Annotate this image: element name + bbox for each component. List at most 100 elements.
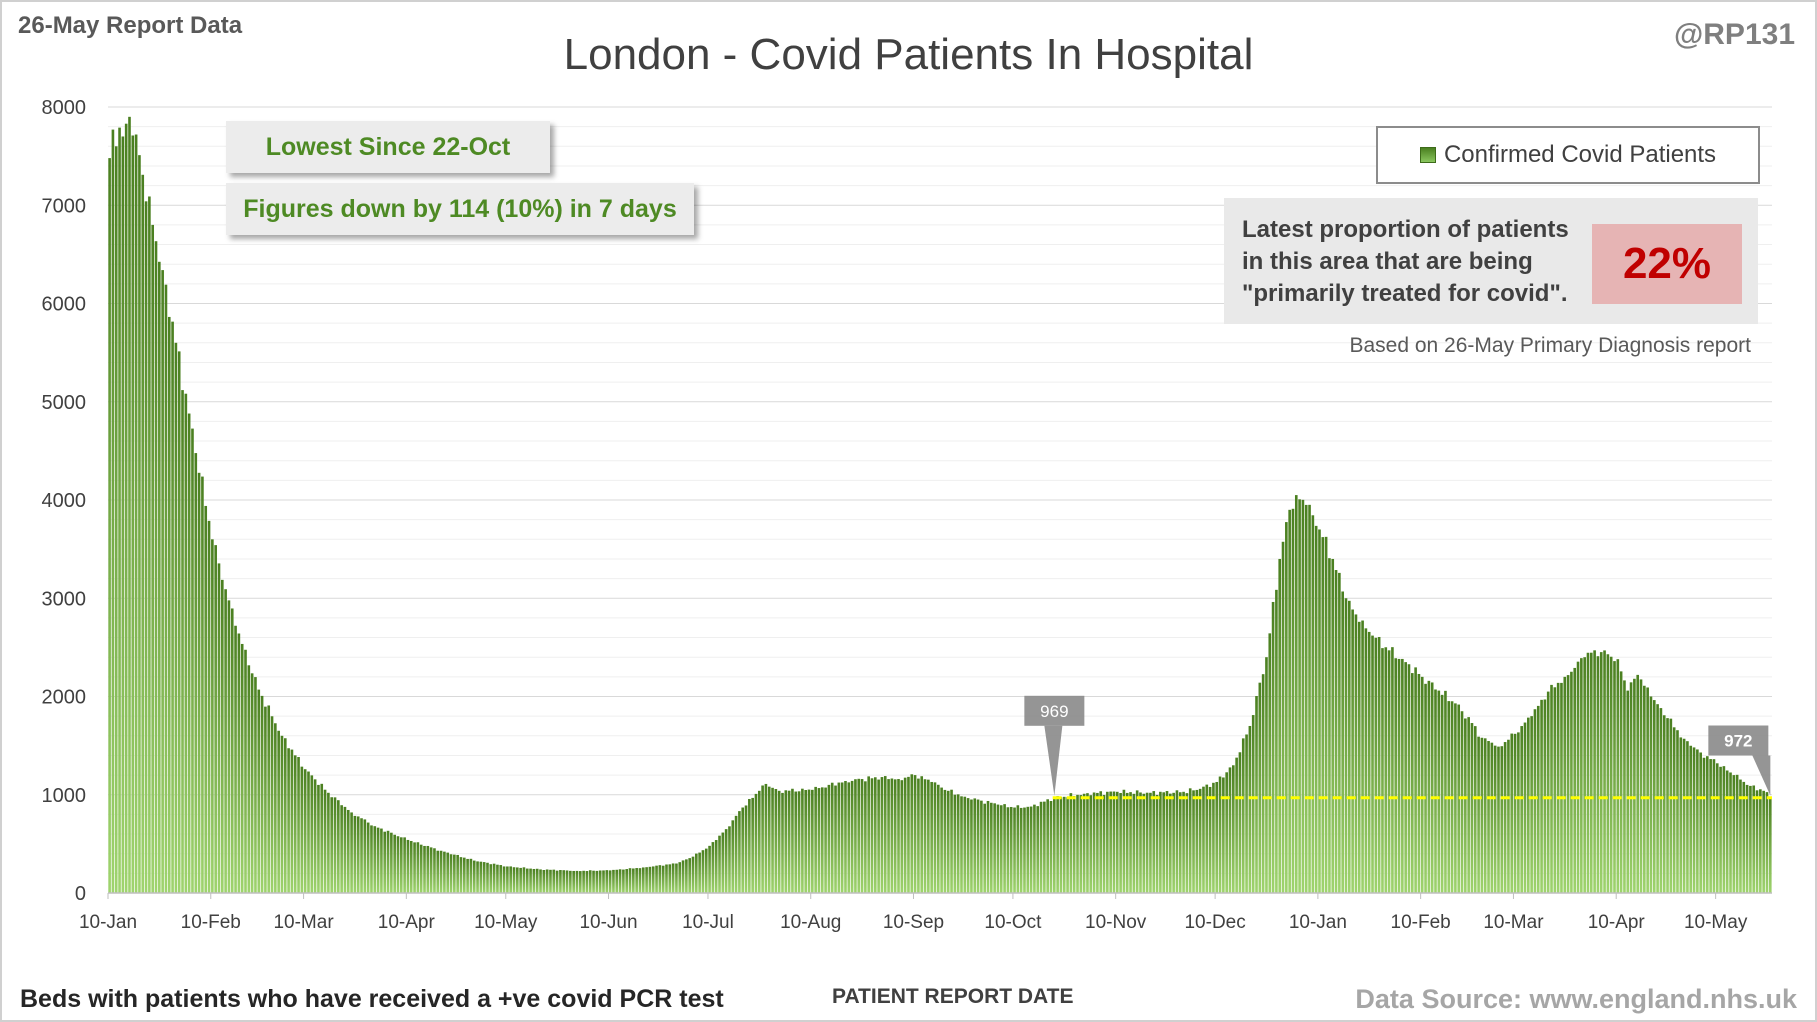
bar: [151, 224, 155, 893]
bar: [734, 815, 738, 893]
bar: [1692, 747, 1696, 893]
bar: [1576, 661, 1580, 893]
bar: [1530, 716, 1533, 893]
bar: [980, 800, 983, 893]
bar: [1603, 650, 1606, 893]
bar: [111, 129, 115, 893]
bar: [920, 776, 924, 893]
bar: [1570, 671, 1573, 893]
bar: [1553, 687, 1557, 893]
bar: [363, 819, 367, 893]
bar: [1354, 614, 1358, 893]
bar: [1033, 804, 1036, 893]
bar: [641, 867, 645, 893]
bar: [283, 738, 287, 893]
bar: [1248, 725, 1252, 893]
bar: [1318, 529, 1321, 893]
bar: [655, 865, 658, 893]
bar: [910, 774, 914, 893]
x-tick-label: 10-Feb: [181, 912, 241, 933]
bar: [1039, 801, 1043, 893]
bar: [449, 854, 453, 893]
bar: [678, 862, 682, 893]
bar: [1099, 791, 1103, 893]
bar: [907, 776, 910, 893]
bar: [966, 798, 970, 893]
bar: [883, 776, 887, 893]
bar: [691, 856, 695, 893]
bar: [191, 428, 194, 893]
bar: [781, 792, 784, 893]
bar: [1699, 752, 1702, 893]
bar: [479, 861, 483, 893]
bar: [399, 837, 403, 893]
bar: [618, 869, 622, 893]
bar: [1437, 690, 1441, 893]
bar: [323, 789, 327, 893]
bar: [141, 174, 145, 894]
bar: [585, 871, 589, 893]
bar: [976, 799, 980, 893]
bar: [1275, 589, 1278, 893]
x-tick-label: 10-Jan: [1289, 912, 1347, 933]
bar: [1268, 633, 1272, 893]
bar: [897, 779, 900, 893]
bar: [1178, 792, 1182, 893]
bar: [1344, 598, 1348, 893]
bar: [1464, 718, 1467, 893]
bar: [1560, 682, 1563, 893]
bar: [1589, 652, 1593, 893]
bar: [668, 864, 672, 893]
bar: [184, 393, 188, 893]
bar: [330, 797, 334, 893]
bar: [1023, 807, 1026, 893]
y-tick-label: 2000: [42, 687, 87, 709]
bar: [1086, 793, 1089, 893]
bar: [499, 865, 503, 893]
bar: [1348, 600, 1351, 893]
bar: [1245, 734, 1248, 893]
bar: [1185, 793, 1189, 893]
bar: [1013, 807, 1016, 893]
bar: [1278, 558, 1282, 893]
bar: [1629, 682, 1633, 893]
bar: [1053, 797, 1056, 893]
bar: [1686, 741, 1689, 893]
bar: [1235, 757, 1238, 893]
bar: [936, 784, 940, 893]
bar: [1195, 789, 1199, 893]
bar: [227, 600, 231, 893]
bar: [1006, 807, 1010, 893]
y-tick-label: 3000: [42, 588, 87, 610]
bar: [343, 806, 347, 893]
bar: [1341, 591, 1344, 893]
bar: [890, 778, 894, 893]
bar: [532, 868, 536, 893]
bar: [360, 818, 363, 893]
bar: [158, 261, 161, 893]
bar: [867, 776, 870, 893]
x-tick-label: 10-May: [474, 912, 538, 933]
bar: [121, 136, 125, 894]
bar: [1672, 727, 1676, 893]
bar: [502, 866, 506, 893]
bar: [234, 625, 237, 893]
bar: [1324, 536, 1328, 893]
bar: [628, 868, 632, 893]
bar: [1440, 694, 1444, 893]
bar: [1374, 637, 1378, 893]
bar: [274, 723, 277, 893]
bar: [1729, 772, 1732, 893]
bar: [320, 783, 324, 893]
lowest-since-callout: Lowest Since 22-Oct: [226, 121, 550, 173]
value-marker-pointer: [1752, 755, 1771, 796]
bar: [1493, 745, 1497, 893]
bar: [1132, 793, 1136, 893]
bar: [1556, 682, 1560, 893]
bar: [466, 858, 469, 893]
bar: [1241, 738, 1245, 893]
x-tick-label: 10-Mar: [1483, 912, 1544, 933]
bar: [1527, 717, 1530, 893]
proportion-source-note: Based on 26-May Primary Diagnosis report: [1349, 334, 1751, 357]
bar: [446, 852, 450, 893]
